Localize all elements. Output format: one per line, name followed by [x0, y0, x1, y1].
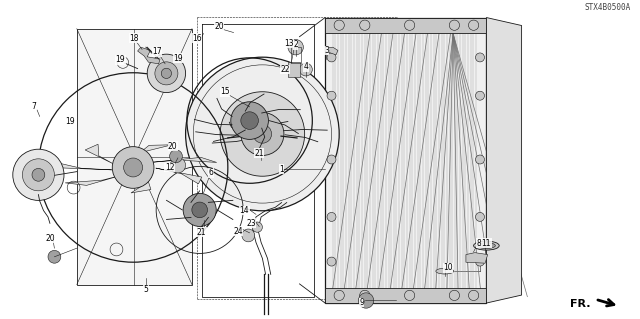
Circle shape — [231, 102, 268, 139]
Text: 15: 15 — [220, 87, 230, 96]
Circle shape — [360, 290, 370, 300]
Text: 10: 10 — [443, 263, 453, 272]
Circle shape — [241, 112, 259, 130]
Text: 19: 19 — [115, 56, 125, 64]
Text: 16: 16 — [192, 34, 202, 43]
Circle shape — [404, 290, 415, 300]
Polygon shape — [325, 47, 338, 55]
Circle shape — [288, 40, 303, 55]
Text: 3: 3 — [324, 46, 329, 55]
Circle shape — [147, 54, 186, 93]
Circle shape — [476, 91, 484, 100]
Circle shape — [360, 20, 370, 30]
Polygon shape — [486, 18, 522, 303]
Circle shape — [327, 257, 336, 266]
Text: 19: 19 — [173, 54, 183, 63]
Circle shape — [112, 147, 154, 188]
Text: 6: 6 — [209, 168, 214, 177]
Circle shape — [22, 159, 54, 191]
Text: 23: 23 — [246, 219, 256, 228]
Circle shape — [334, 20, 344, 30]
Circle shape — [183, 193, 216, 226]
Text: 20: 20 — [45, 234, 55, 243]
Ellipse shape — [436, 268, 454, 274]
Polygon shape — [148, 157, 217, 163]
Circle shape — [192, 202, 207, 218]
Text: 4: 4 — [303, 63, 308, 71]
Circle shape — [170, 158, 186, 173]
Text: 13: 13 — [284, 39, 294, 48]
Polygon shape — [77, 29, 192, 285]
Text: 7: 7 — [31, 102, 36, 111]
Circle shape — [449, 20, 460, 30]
Circle shape — [242, 229, 255, 242]
Text: 17: 17 — [152, 47, 162, 56]
Text: 12: 12 — [165, 163, 174, 172]
Text: STX4B0500A: STX4B0500A — [584, 3, 630, 12]
Text: 5: 5 — [143, 285, 148, 294]
Ellipse shape — [477, 243, 495, 249]
Circle shape — [476, 155, 484, 164]
Circle shape — [48, 250, 61, 263]
Polygon shape — [138, 47, 160, 64]
Bar — [325, 18, 486, 33]
Circle shape — [449, 290, 460, 300]
Bar — [288, 62, 300, 77]
Circle shape — [476, 212, 484, 221]
Text: FR.: FR. — [570, 299, 590, 309]
Polygon shape — [51, 161, 112, 170]
Text: 11: 11 — [482, 239, 491, 248]
Text: 20: 20 — [214, 22, 224, 31]
Circle shape — [327, 53, 336, 62]
Circle shape — [358, 293, 374, 308]
Text: 22: 22 — [280, 65, 289, 74]
Circle shape — [124, 158, 143, 177]
Text: 14: 14 — [239, 206, 250, 215]
Text: 1: 1 — [279, 165, 284, 174]
Text: 9: 9 — [359, 298, 364, 307]
Circle shape — [300, 63, 312, 76]
Text: 24: 24 — [233, 227, 243, 236]
Circle shape — [155, 62, 178, 85]
Text: 18: 18 — [130, 34, 139, 43]
Text: 19: 19 — [65, 117, 76, 126]
Polygon shape — [65, 174, 126, 185]
Circle shape — [252, 222, 262, 232]
Bar — [291, 47, 301, 63]
Circle shape — [253, 125, 271, 143]
Circle shape — [170, 150, 182, 163]
Circle shape — [404, 20, 415, 30]
Circle shape — [468, 20, 479, 30]
Circle shape — [334, 290, 344, 300]
Text: 8: 8 — [476, 239, 481, 248]
Circle shape — [327, 212, 336, 221]
Circle shape — [161, 68, 172, 78]
Text: 21: 21 — [255, 149, 264, 158]
Bar — [325, 288, 486, 303]
Bar — [325, 18, 486, 303]
Circle shape — [468, 290, 479, 300]
Circle shape — [327, 91, 336, 100]
Text: 2: 2 — [293, 40, 298, 49]
Polygon shape — [130, 145, 172, 161]
Polygon shape — [466, 253, 488, 263]
Text: 21: 21 — [197, 228, 206, 237]
Circle shape — [476, 257, 484, 266]
Circle shape — [241, 113, 284, 155]
Polygon shape — [131, 173, 151, 193]
Circle shape — [32, 168, 45, 181]
Circle shape — [186, 57, 339, 211]
Circle shape — [220, 92, 305, 176]
Text: 20: 20 — [168, 142, 178, 151]
Polygon shape — [156, 168, 202, 184]
Polygon shape — [85, 144, 113, 164]
Circle shape — [476, 53, 484, 62]
Circle shape — [327, 155, 336, 164]
Circle shape — [13, 149, 64, 200]
Ellipse shape — [474, 241, 499, 250]
